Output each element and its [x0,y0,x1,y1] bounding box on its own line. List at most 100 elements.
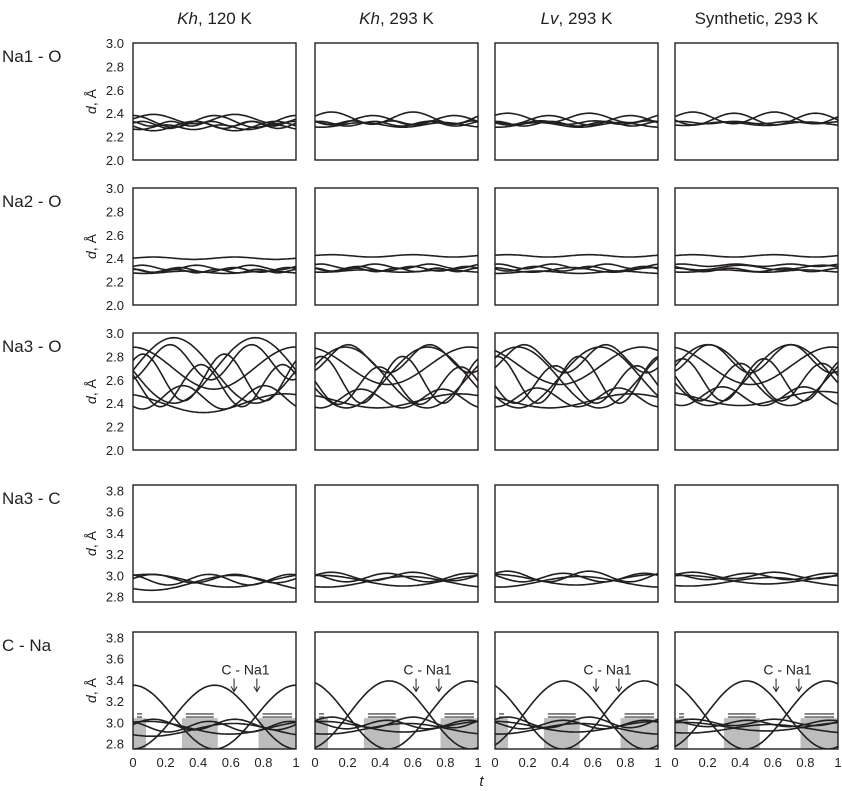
arrow-head [772,686,780,693]
y-tick-label: 2.8 [106,59,124,74]
series-line [495,253,658,258]
series-line [495,572,658,583]
series-line [495,346,658,409]
series-line [495,716,658,729]
series-line [315,719,478,730]
series-line [315,121,478,128]
series-line [495,346,658,386]
series-line [675,572,838,581]
series-line [495,719,658,730]
shaded-interval [363,718,400,749]
series-line [495,720,658,733]
arrow-head [592,686,600,693]
y-tick-label: 3.4 [106,526,124,541]
annotation-label: C - Na1 [583,662,631,678]
y-tick-label: 3.0 [106,715,124,730]
panel-frame [132,187,297,306]
series-line [495,570,658,583]
series-line [133,113,296,125]
series-line [675,390,838,407]
x-tick-label: 0 [311,755,318,770]
series-line [495,393,658,409]
series-line [495,573,658,586]
series-line [133,722,296,737]
series-line [133,720,296,733]
x-tick-label: 0.4 [731,755,749,770]
series-line [315,366,478,406]
annotation-label: C - Na1 [763,662,811,678]
x-tick-label: 1 [834,755,841,770]
series-line [675,269,838,273]
series-line [133,363,296,408]
series-line [315,393,478,409]
series-line [675,346,838,386]
y-axis-label: d, Å [83,530,99,556]
series-line [315,720,478,733]
panel-frame [494,484,659,603]
panel-frame [494,631,659,750]
series-line [495,346,658,409]
y-tick-label: 3.0 [106,181,124,196]
series-line [133,343,296,381]
series-line [675,343,838,374]
y-tick-label: 3.0 [106,326,124,341]
y-axis-label: d, Å [83,233,99,259]
y-axis-label: d, Å [83,88,99,114]
y-axis-label: d, Å [83,677,99,703]
series-line [133,684,296,749]
panel-frame [674,484,839,603]
series-line [495,265,658,272]
y-tick-label: 2.8 [106,349,124,364]
series-line [315,346,478,409]
arrow-head [230,686,238,693]
row-label: Na1 - O [2,47,62,66]
x-tick-label: 0.4 [551,755,569,770]
series-line [133,573,296,588]
x-tick-label: 0.6 [764,755,782,770]
series-line [495,120,658,126]
series-line [133,684,296,749]
panel-frame [674,42,839,161]
panel-frame [314,187,479,306]
y-tick-label: 2.4 [106,251,124,266]
series-line [675,574,838,585]
arrow-head [412,686,420,693]
series-line [675,721,838,732]
series-line [315,253,478,258]
series-line [133,384,296,410]
x-axis-label: t [479,773,484,790]
series-line [495,722,658,735]
y-tick-label: 2.6 [106,373,124,388]
y-tick-label: 3.2 [106,547,124,562]
y-tick-label: 2.0 [106,443,124,458]
series-line [315,572,478,583]
series-line [315,574,478,587]
x-tick-label: 0.6 [222,755,240,770]
x-tick-label: 0.8 [436,755,454,770]
shaded-interval [133,718,147,749]
panel-frame [494,332,659,451]
series-line [675,253,838,258]
column-title: Synthetic, 293 K [695,9,819,28]
panel-frame [674,187,839,306]
y-tick-label: 2.6 [106,228,124,243]
arrow-head [253,686,261,693]
y-tick-label: 2.8 [106,737,124,752]
series-line [675,121,838,127]
series-line [675,723,838,734]
panel-frame [494,42,659,161]
y-tick-label: 2.2 [106,130,124,145]
panel-frame [314,631,479,750]
series-line [315,722,478,735]
series-line [495,270,658,275]
y-tick-label: 2.8 [106,204,124,219]
series-line [133,574,296,592]
x-tick-label: 0 [491,755,498,770]
y-tick-label: 3.6 [106,505,124,520]
series-line [495,365,658,404]
series-line [675,358,838,402]
series-line [675,362,838,402]
y-tick-label: 2.4 [106,396,124,411]
series-line [315,355,478,404]
y-tick-label: 3.8 [106,630,124,645]
